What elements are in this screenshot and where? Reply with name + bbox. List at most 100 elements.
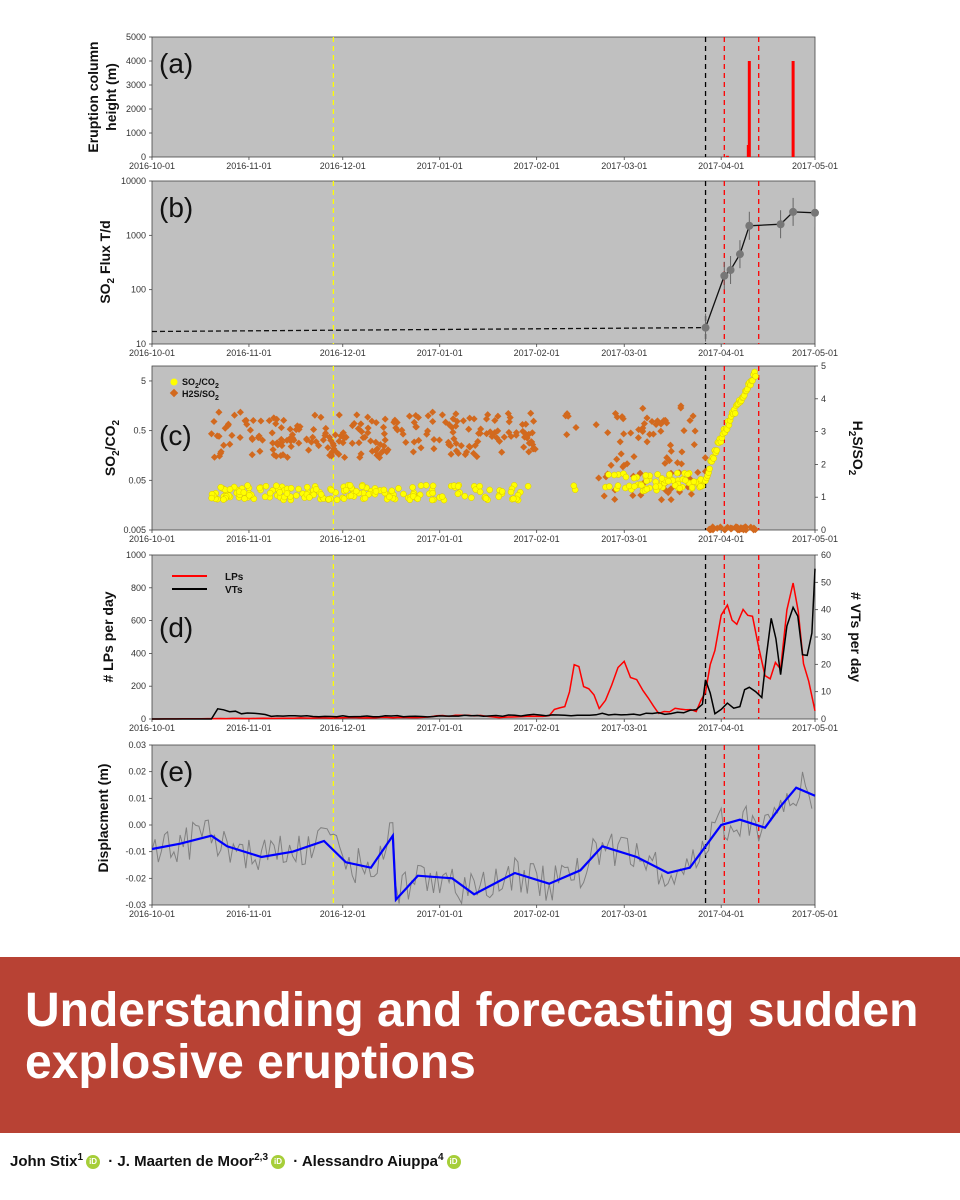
- so2-co2-point: [347, 492, 355, 499]
- x-tick-label: 2016-12-01: [320, 909, 366, 919]
- so2-co2-point: [468, 494, 475, 501]
- x-tick-label: 2017-02-01: [514, 909, 560, 919]
- so2-co2-point: [682, 477, 689, 484]
- h2s-so2-point: [286, 425, 294, 433]
- h2s-so2-point: [701, 454, 709, 462]
- author-1: John Stix: [10, 1153, 78, 1170]
- h2s-so2-point: [332, 448, 340, 456]
- y-tick-label: 5000: [126, 32, 146, 42]
- h2s-so2-point: [317, 413, 325, 421]
- h2s-so2-point: [495, 437, 504, 445]
- so2-co2-point: [276, 489, 283, 496]
- h2s-so2-point: [364, 429, 372, 437]
- so2-co2-point: [631, 483, 638, 490]
- h2s-so2-point: [442, 418, 450, 426]
- h2s-so2-point: [738, 525, 746, 533]
- so2-co2-point: [346, 482, 354, 489]
- h2s-so2-point: [691, 427, 699, 435]
- panel-a-label: (a): [159, 48, 193, 79]
- h2s-so2-point: [657, 496, 666, 504]
- h2s-so2-point: [438, 411, 446, 419]
- h2s-so2-point: [653, 417, 662, 425]
- x-tick-label: 2016-12-01: [320, 348, 366, 358]
- so2-co2-point: [570, 482, 578, 489]
- panel-a-plot-area: [151, 36, 816, 158]
- panel-b-ylabel-post: Flux T/d: [97, 220, 113, 278]
- so2-co2-point: [476, 483, 483, 490]
- x-tick-label: 2016-10-01: [129, 348, 175, 358]
- h2s-so2-point: [619, 463, 627, 471]
- eruption-bar: [747, 61, 751, 157]
- orcid-icon[interactable]: iD: [271, 1155, 286, 1170]
- x-tick-label: 2017-01-01: [417, 161, 463, 171]
- so2-flux-point: [735, 250, 744, 259]
- h2s-so2-point: [473, 453, 481, 461]
- y-tick-label: 0.05: [128, 475, 146, 485]
- figure: (a) Eruption column height (m) 010002000…: [85, 32, 866, 919]
- x-tick-label: 2017-03-01: [601, 534, 647, 544]
- h2s-so2-point: [677, 460, 686, 468]
- h2s-so2-point: [727, 525, 735, 533]
- y-tick-label: -0.01: [125, 847, 146, 857]
- y-tick-label: 1000: [126, 128, 146, 138]
- so2-co2-point: [287, 484, 295, 492]
- x-tick-label: 2017-03-01: [601, 348, 647, 358]
- h2s-so2-point: [500, 433, 508, 441]
- so2-co2-point: [295, 485, 302, 493]
- so2-co2-point: [417, 482, 425, 489]
- h2s-so2-point: [607, 461, 615, 469]
- so2-co2-point: [713, 447, 721, 454]
- h2s-so2-point: [689, 412, 697, 420]
- orcid-icon[interactable]: iD: [86, 1155, 101, 1170]
- so2-co2-point: [246, 492, 253, 499]
- h2s-so2-point: [257, 417, 265, 425]
- h2s-so2-point: [357, 450, 365, 458]
- h2s-so2-point: [452, 410, 460, 418]
- legend-h2sso2-pre: H2S/SO: [182, 389, 215, 399]
- x-tick-label: 2016-11-01: [226, 348, 271, 358]
- eruption-bar: [791, 61, 795, 157]
- x-tick-label: 2016-12-01: [320, 161, 366, 171]
- h2s-so2-point: [448, 423, 456, 431]
- x-tick-label: 2016-12-01: [320, 534, 366, 544]
- h2s-so2-point: [643, 438, 651, 446]
- so2-co2-point: [676, 485, 684, 492]
- so2-co2-point: [429, 489, 436, 497]
- so2-co2-point: [749, 377, 756, 384]
- h2s-so2-point: [523, 434, 531, 442]
- h2s-so2-point: [721, 526, 729, 534]
- h2s-so2-point: [216, 449, 225, 457]
- so2-co2-point: [614, 482, 622, 489]
- x-tick-label: 2016-10-01: [129, 723, 175, 733]
- h2s-so2-point: [447, 450, 455, 458]
- h2s-so2-point: [273, 439, 281, 447]
- so2-co2-point: [498, 488, 506, 495]
- so2-co2-point: [273, 482, 280, 489]
- legend-vts-label: VTs: [225, 585, 243, 596]
- orcid-icon[interactable]: iD: [446, 1155, 461, 1170]
- h2s-so2-point: [381, 415, 389, 423]
- y-tick-label: -0.03: [125, 900, 146, 910]
- so2-co2-point: [342, 486, 350, 494]
- h2s-so2-point: [325, 433, 333, 441]
- panel-b-ylabel: SO2 Flux T/d: [97, 220, 117, 303]
- panel-c-ylabel-right-pre: H: [850, 421, 866, 431]
- panel-c-ylabel-left-mid: /CO: [102, 425, 118, 450]
- h2s-so2-point: [305, 446, 313, 454]
- y-tick-label: 600: [131, 616, 146, 626]
- x-tick-label: 2017-03-01: [601, 723, 647, 733]
- h2s-so2-point: [678, 448, 686, 456]
- h2s-so2-point: [661, 416, 669, 424]
- y-tick-label: 400: [131, 648, 146, 658]
- h2s-so2-point: [616, 438, 624, 446]
- so2-co2-point: [428, 496, 436, 504]
- so2-flux-point: [726, 266, 735, 275]
- author-3-affiliation: 4: [437, 1152, 444, 1163]
- h2s-so2-point: [249, 416, 257, 425]
- h2s-so2-point: [435, 436, 443, 444]
- so2-flux-point: [720, 271, 729, 280]
- panel-e-label: (e): [159, 756, 193, 787]
- x-tick-label: 2016-11-01: [226, 534, 271, 544]
- h2s-so2-point: [470, 415, 478, 423]
- h2s-so2-point: [278, 442, 286, 450]
